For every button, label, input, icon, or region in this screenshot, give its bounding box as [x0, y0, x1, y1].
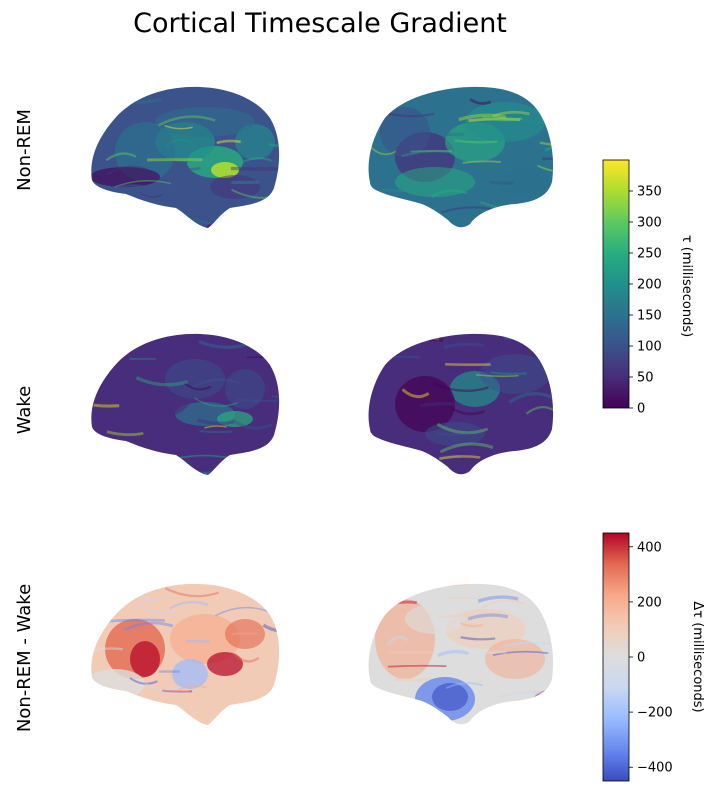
surface-fold — [416, 582, 469, 585]
surface-fold — [437, 434, 469, 435]
surface-fold — [231, 168, 287, 169]
brain-maps — [85, 76, 604, 733]
surface-fold — [269, 144, 309, 146]
surface-fold — [491, 373, 527, 374]
surface-fold — [225, 85, 250, 88]
colorbar-tick-label: 400 — [637, 540, 662, 555]
surface-fold — [530, 229, 557, 230]
row-label-non-rem: Non-REM — [14, 109, 35, 191]
surface-fold — [134, 455, 163, 463]
colorbar-tick-label: −400 — [637, 761, 673, 776]
colorbar-tau: 0 50 100 150 200 250 300 350 τ (milliseconds) — [603, 160, 694, 417]
surface-fold — [272, 443, 318, 446]
row-label-wake: Wake — [14, 386, 35, 435]
colorbar-delta-tau: −400 −200 0 200 400 Δτ (milliseconds) — [603, 533, 705, 781]
surface-fold — [113, 450, 136, 458]
colorbar-delta-tau-fill — [603, 533, 629, 781]
colorbar-tick-label: 200 — [637, 595, 662, 610]
surface-fold — [549, 346, 573, 347]
surface-fold — [276, 593, 327, 601]
surface-fold — [530, 450, 571, 456]
surface-fold — [398, 208, 430, 210]
brain-difference-right-lateral — [365, 579, 604, 729]
surface-fold — [91, 321, 135, 330]
surface-fold — [489, 182, 513, 183]
brain-difference-left-lateral — [85, 579, 327, 733]
surface-fold — [93, 352, 133, 354]
surface-fold — [94, 405, 120, 406]
chart-title: Cortical Timescale Gradient — [133, 8, 507, 39]
surface-fold — [544, 443, 602, 452]
surface-fold — [552, 391, 586, 392]
surface-fold — [398, 339, 443, 341]
surface-fold — [518, 610, 577, 613]
surface-fold — [558, 719, 598, 721]
colorbar-tau-ticks: 0 50 100 150 200 250 300 350 — [629, 185, 662, 417]
colorbar-tick-label: 350 — [637, 185, 662, 200]
surface-region — [130, 641, 160, 677]
surface-region — [380, 107, 430, 157]
colorbar-tick-label: 100 — [637, 340, 662, 355]
surface-region — [405, 604, 465, 634]
surface-fold — [232, 634, 257, 635]
colorbar-delta-tau-ticks: −400 −200 0 200 400 — [629, 540, 673, 775]
surface-fold — [261, 224, 299, 229]
surface-fold — [444, 134, 464, 135]
surface-fold — [388, 666, 446, 667]
surface-fold — [223, 473, 243, 478]
surface-fold — [258, 87, 291, 89]
colorbar-delta-tau-label: Δτ (milliseconds) — [690, 601, 705, 712]
surface-region — [210, 175, 260, 199]
brain-wake-left-lateral — [85, 321, 318, 479]
surface-fold — [381, 190, 431, 191]
surface-fold — [392, 602, 417, 603]
surface-region — [155, 107, 255, 137]
brain-wake-right-lateral — [365, 329, 602, 479]
surface-fold — [103, 86, 131, 87]
brain-non-rem-left-lateral — [85, 76, 309, 232]
surface-fold — [542, 159, 567, 160]
surface-fold — [118, 728, 163, 733]
surface-region — [85, 669, 145, 699]
surface-fold — [513, 453, 533, 456]
surface-region — [225, 369, 265, 409]
surface-fold — [522, 598, 556, 599]
row-label-difference: Non-REM - Wake — [14, 584, 35, 732]
surface-fold — [150, 725, 209, 726]
surface-region — [485, 639, 545, 679]
surface-fold — [522, 119, 572, 123]
surface-fold — [410, 151, 452, 152]
surface-fold — [133, 708, 173, 716]
surface-region — [172, 659, 208, 689]
surface-fold — [546, 628, 603, 637]
surface-fold — [200, 431, 233, 432]
surface-fold — [136, 86, 172, 90]
surface-fold — [216, 76, 245, 83]
surface-region — [135, 584, 235, 614]
colorbar-tau-fill — [603, 160, 629, 408]
surface-fold — [504, 337, 537, 339]
brain-non-rem-right-lateral — [365, 82, 590, 234]
colorbar-tick-label: 300 — [637, 216, 662, 231]
surface-fold — [86, 710, 145, 713]
colorbar-tick-label: 200 — [637, 278, 662, 293]
colorbar-tick-label: 250 — [637, 247, 662, 262]
surface-fold — [281, 653, 303, 662]
colorbar-tau-label: τ (milliseconds) — [679, 235, 694, 337]
surface-fold — [525, 725, 577, 727]
surface-fold — [278, 353, 310, 360]
surface-fold — [494, 231, 528, 234]
colorbar-tick-label: 0 — [637, 402, 645, 417]
colorbar-tick-label: 0 — [637, 651, 645, 666]
colorbar-tick-label: 150 — [637, 309, 662, 324]
surface-fold — [482, 652, 507, 653]
surface-fold — [147, 471, 175, 476]
colorbar-tick-label: −200 — [637, 706, 673, 721]
colorbar-tick-label: 50 — [637, 371, 654, 386]
surface-fold — [109, 620, 165, 621]
